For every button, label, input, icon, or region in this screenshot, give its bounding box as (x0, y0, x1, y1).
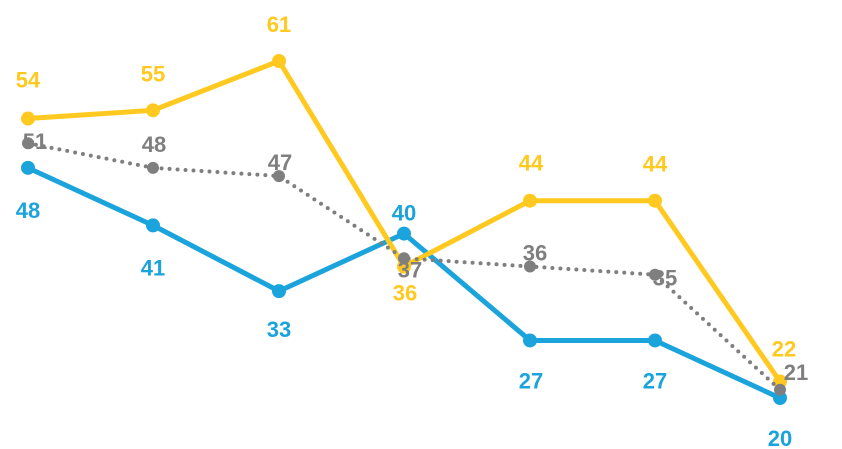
series-3-point-5 (523, 333, 537, 348)
series-2-point-5 (524, 260, 536, 273)
series-3-data-label-6: 27 (643, 368, 667, 393)
series-2-data-label-1: 51 (23, 129, 47, 154)
series-2-point-7 (774, 383, 786, 396)
series-1-data-label-1: 54 (16, 68, 41, 93)
series-3-point-3 (272, 284, 286, 299)
series-3-point-4 (397, 226, 411, 241)
series-2-data-label-3: 47 (268, 150, 292, 175)
series-3-point-1 (21, 160, 35, 175)
series-2-data-label-4: 37 (398, 257, 422, 282)
series-1-point-5 (523, 193, 537, 208)
series-2-point-3 (273, 170, 285, 183)
series-1-data-label-6: 44 (643, 152, 668, 177)
series-1-data-label-4: 36 (393, 280, 417, 305)
series-3-data-label-3: 33 (267, 317, 291, 342)
series-1-point-1 (21, 111, 35, 126)
series-1-point-2 (146, 103, 160, 118)
series-2-data-label-6: 35 (653, 266, 677, 291)
series-layer (21, 54, 787, 405)
series-1-point-6 (648, 193, 662, 208)
series-1-data-label-3: 61 (267, 12, 291, 37)
series-3 (21, 160, 787, 405)
series-1-data-label-5: 44 (519, 151, 544, 176)
series-3-point-2 (146, 218, 160, 233)
series-1-data-label-7: 22 (772, 337, 796, 362)
series-2-point-6 (649, 268, 661, 281)
series-1-data-label-2: 55 (141, 61, 165, 86)
series-3-data-label-4: 40 (392, 201, 416, 226)
series-3-data-label-1: 48 (16, 198, 40, 223)
series-2-data-label-5: 36 (523, 240, 547, 265)
series-3-point-6 (648, 333, 662, 348)
series-1 (21, 54, 787, 389)
series-2-data-label-2: 48 (142, 132, 166, 157)
series-3-data-label-7: 20 (768, 426, 792, 449)
series-2-point-4 (398, 252, 410, 265)
series-2-point-1 (22, 137, 34, 150)
series-3-data-label-5: 27 (519, 368, 543, 393)
series-2-point-2 (147, 161, 159, 174)
series-2 (22, 137, 786, 396)
series-3-data-label-2: 41 (141, 255, 165, 280)
series-1-point-3 (272, 54, 286, 68)
series-2-data-label-7: 21 (784, 360, 808, 385)
